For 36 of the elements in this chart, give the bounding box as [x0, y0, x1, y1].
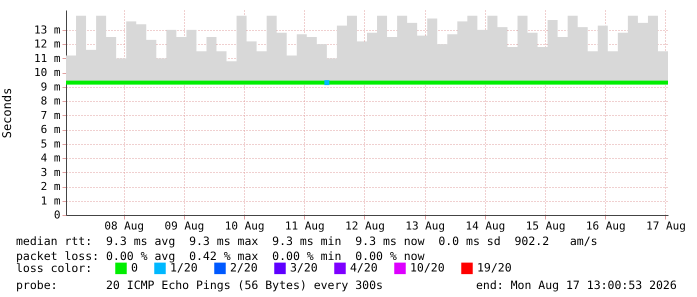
legend-label: 10/20 [410, 260, 445, 274]
text: packet loss: 0.00 % avg 0.42 % max 0.00 % min 0.00 % now [16, 249, 424, 263]
legend-label: 4/20 [350, 260, 378, 274]
y-tick-label: 13 m [34, 23, 61, 36]
x-tick-label: 17 Aug [646, 220, 686, 232]
legend-label: 3/20 [290, 260, 318, 274]
y-axis-title: Seconds [0, 88, 14, 138]
y-tick-label: 10 m [34, 66, 61, 80]
y-tick-label: 5 m [40, 137, 61, 150]
x-tick-label: 09 Aug [164, 220, 204, 232]
text: end: Mon Aug 17 13:00:53 2026 [476, 278, 677, 292]
y-tick-label: 8 m [40, 94, 61, 108]
x-tick-label: 08 Aug [104, 220, 144, 232]
legend-label: 19/20 [477, 260, 512, 274]
legend-label: 2/20 [230, 260, 258, 274]
x-tick-label: 13 Aug [405, 220, 446, 232]
x-tick-label: 16 Aug [586, 220, 626, 232]
text: median rtt: 9.3 ms avg 9.3 ms max 9.3 ms min 9.3 ms now 0.0 ms sd 902.2 am/s [16, 234, 598, 248]
y-tick-label: 2 m [40, 180, 61, 194]
x-tick-label: 14 Aug [466, 220, 506, 232]
x-tick-label: 11 Aug [284, 220, 325, 232]
y-tick-label: 6 m [40, 123, 61, 136]
y-tick-label: 1 m [40, 194, 61, 208]
legend-title: loss color: [16, 261, 92, 275]
text: probe: 20 ICMP Echo Pings (56 Bytes) every 300s [16, 278, 383, 292]
x-tick-label: 15 Aug [526, 220, 566, 232]
y-tick-label: 11 m [34, 52, 61, 65]
y-tick-label: 4 m [40, 152, 61, 165]
y-tick-label: 9 m [40, 80, 61, 94]
x-tick-label: 12 Aug [345, 220, 385, 232]
y-tick-label: 12 m [34, 38, 61, 51]
legend-label: 0 [131, 260, 138, 274]
y-tick-label: 0 [54, 208, 60, 222]
y-tick-label: 3 m [40, 166, 61, 179]
y-tick-label: 7 m [40, 108, 61, 122]
x-tick-label: 10 Aug [224, 220, 264, 232]
